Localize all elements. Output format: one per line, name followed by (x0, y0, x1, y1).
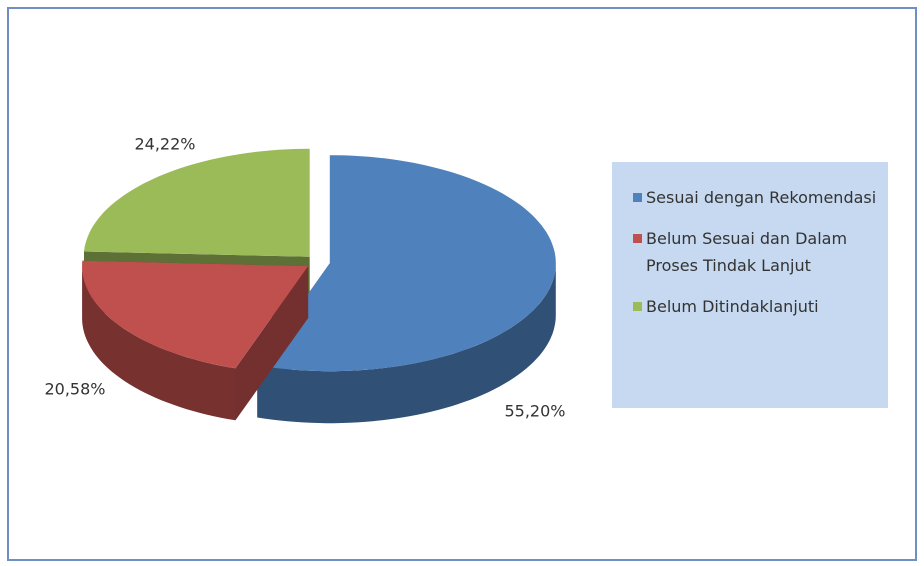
data-label: 20,58% (44, 380, 105, 399)
legend-label: Sesuai dengan Rekomendasi (646, 188, 877, 207)
data-label: 24,22% (134, 135, 195, 154)
legend-swatch (633, 193, 642, 202)
legend-item: Belum Sesuai dan Dalam Proses Tindak Lan… (633, 225, 878, 279)
slice (84, 148, 310, 257)
legend-swatch (633, 302, 642, 311)
slice (257, 155, 556, 372)
legend-label: Belum Sesuai dan Dalam Proses Tindak Lan… (646, 229, 848, 275)
data-label: 55,20% (504, 402, 565, 421)
legend-item: Belum Ditindaklanjuti (633, 293, 878, 320)
slice-side (82, 266, 236, 421)
legend-item: Sesuai dengan Rekomendasi (633, 184, 878, 211)
frame (7, 7, 917, 561)
slice (82, 260, 309, 369)
legend-label: Belum Ditindaklanjuti (646, 297, 819, 316)
legend: Sesuai dengan Rekomendasi Belum Sesuai da… (612, 162, 888, 408)
slice-side (257, 263, 556, 424)
legend-swatch (633, 234, 642, 243)
